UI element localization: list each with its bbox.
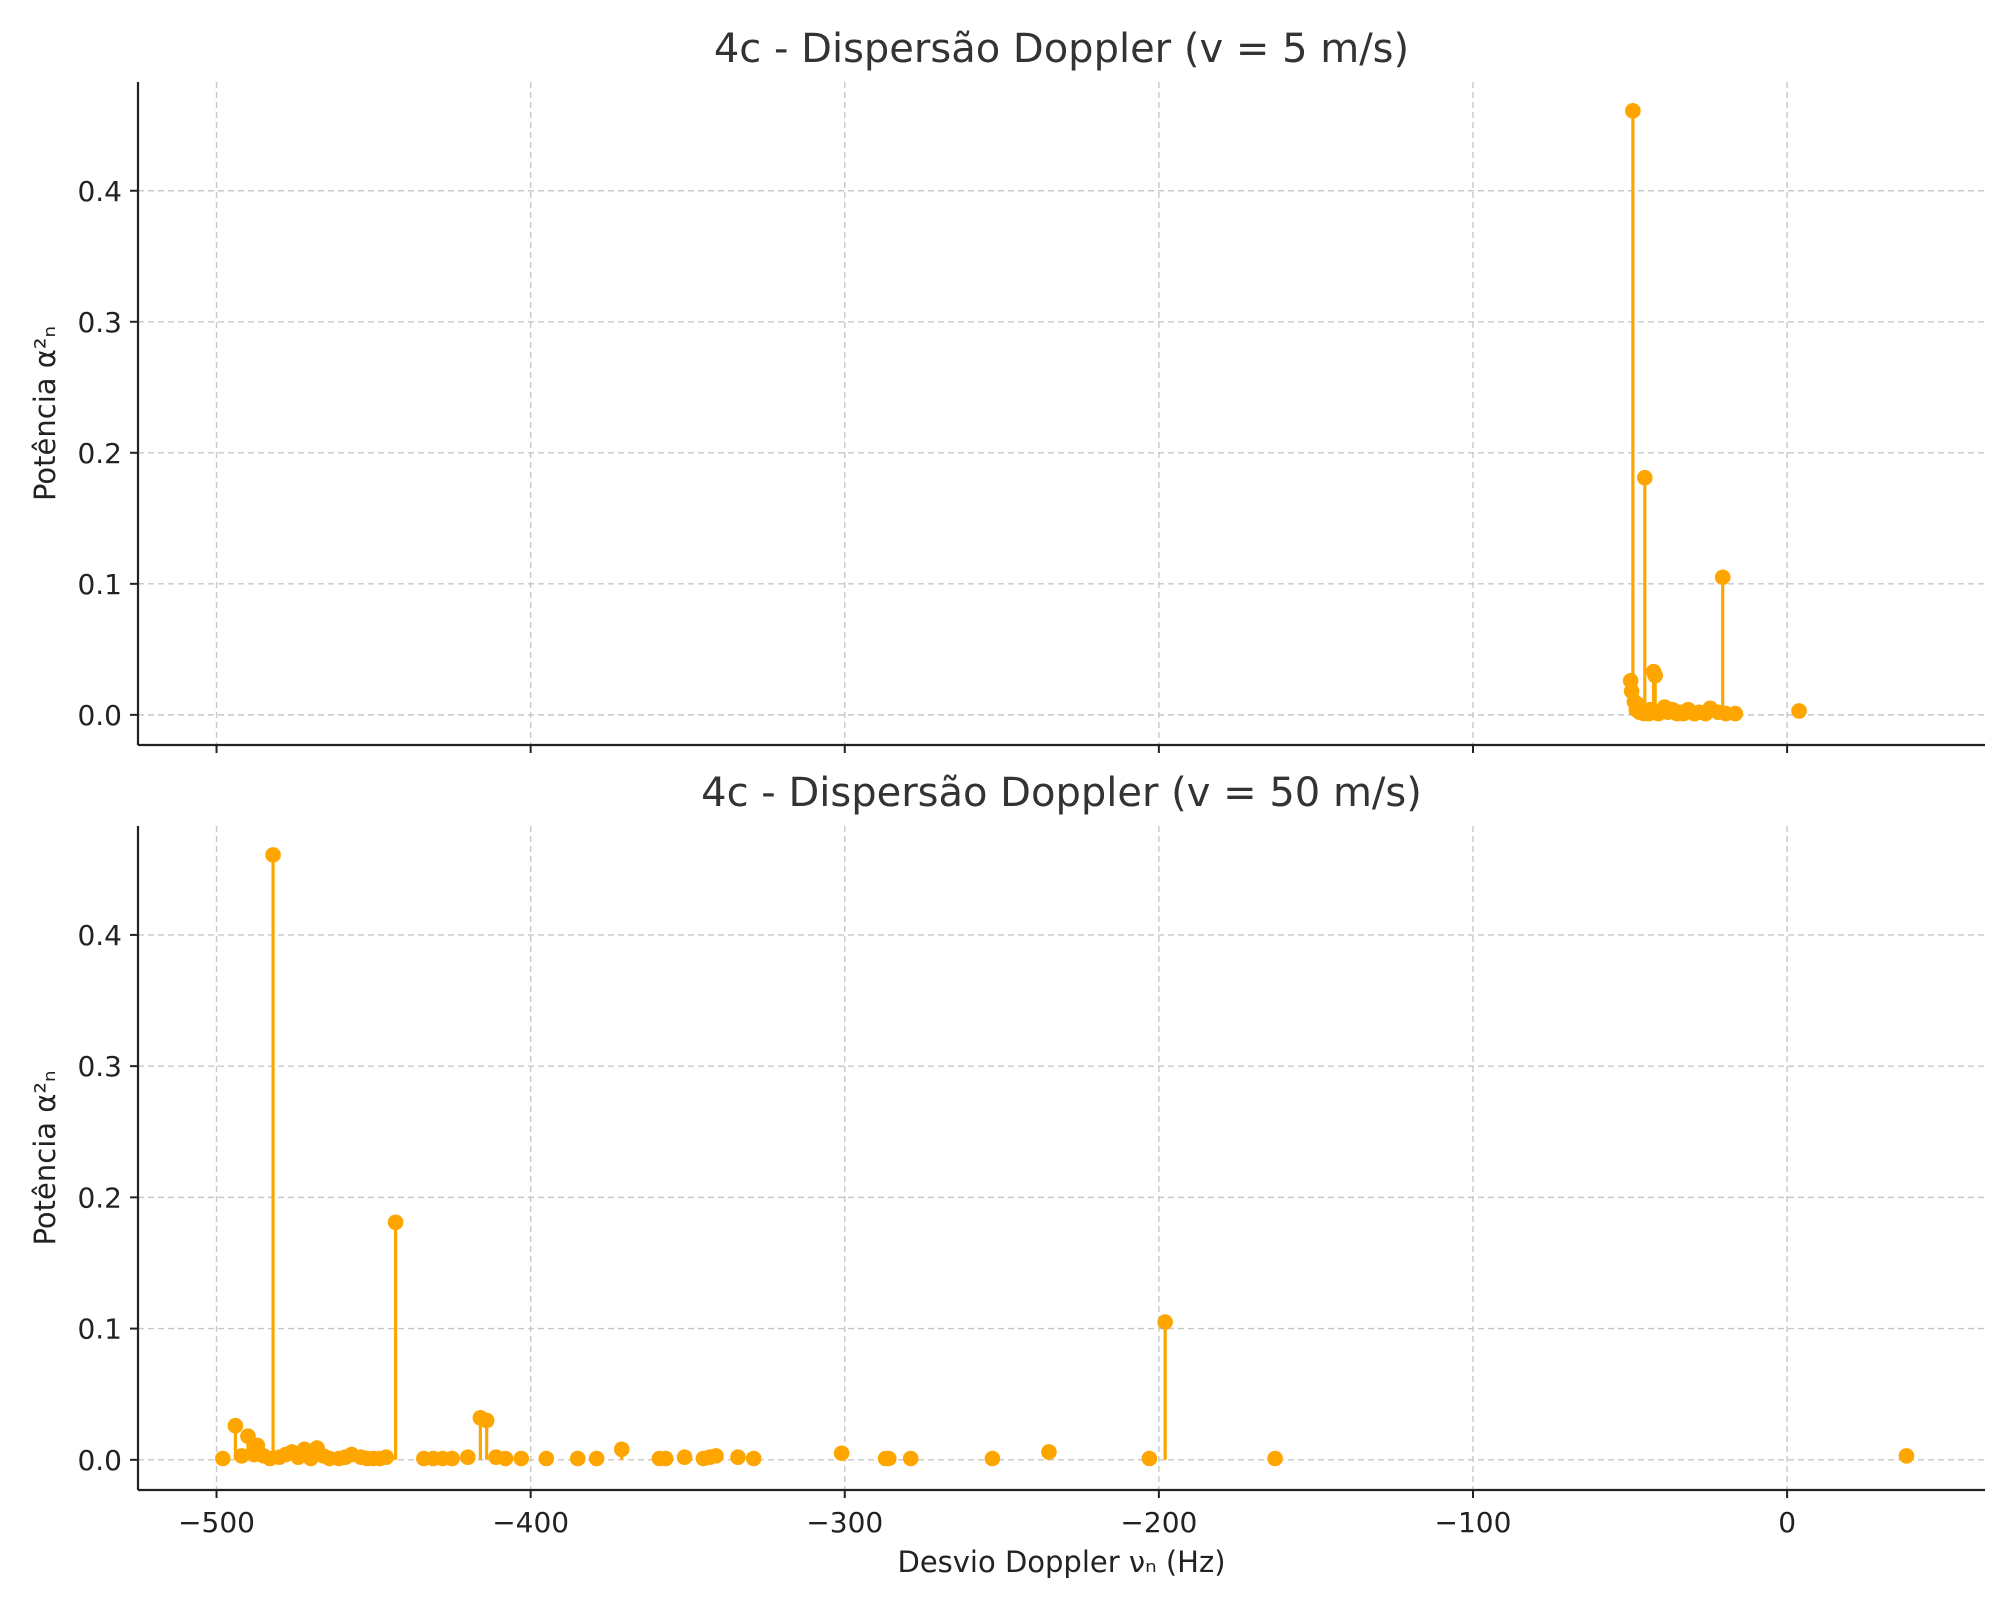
stem-marker [513,1450,530,1467]
stem-marker [1727,705,1744,722]
stem-marker [588,1450,605,1467]
stem-marker [1141,1450,1158,1467]
stem-marker [1157,1314,1173,1330]
y-tick-label: 0.3 [77,1050,122,1083]
stem-marker [497,1450,514,1467]
stem-marker [833,1445,850,1462]
stem-marker [460,1449,476,1465]
y-axis-label: Potência α²ₙ [28,326,62,501]
stem-marker [984,1450,1001,1467]
stem-marker [902,1450,919,1467]
y-tick-label: 0.1 [77,568,122,601]
x-tick-label: 0 [1778,1506,1796,1539]
stem-marker [1714,569,1731,586]
y-tick-label: 0.2 [77,437,122,470]
stem-marker [233,1448,250,1464]
x-tick-label: −300 [806,1506,883,1539]
stem-marker [444,1450,460,1467]
stem-marker [1637,469,1653,486]
y-tick-label: 0.2 [77,1181,122,1214]
stem-marker [1267,1450,1283,1467]
x-tick-label: −100 [1435,1506,1512,1539]
stem-marker [387,1214,404,1231]
x-tick-label: −200 [1120,1506,1197,1539]
x-axis-label: Desvio Doppler νₙ (Hz) [897,1545,1225,1579]
y-tick-label: 0.4 [77,175,122,208]
stem-marker [613,1441,630,1458]
stem-marker [880,1450,897,1467]
y-tick-label: 0.1 [77,1313,122,1346]
stem-marker [657,1450,674,1467]
stem-marker [1898,1448,1915,1464]
stem-marker [676,1449,693,1465]
stem-marker [478,1412,495,1429]
chart-title: 4c - Dispersão Doppler (v = 50 m/s) [701,770,1422,816]
stem-marker [215,1450,231,1467]
stem-marker [1041,1444,1057,1460]
stem-marker [378,1449,394,1465]
stem-marker [227,1417,244,1434]
stem-marker [708,1448,724,1464]
stem-marker [1791,703,1807,719]
stem-marker [1647,667,1663,684]
x-tick-label: −500 [178,1506,255,1539]
y-tick-label: 0.4 [77,919,122,952]
y-tick-label: 0.0 [77,1444,122,1477]
y-axis-label: Potência α²ₙ [28,1070,62,1245]
chart-panel-1: 0.0 0.1 0.2 0.3 0.4 4c - Dispersão Doppler (v… [28,26,1985,753]
stem-marker [745,1450,762,1467]
y-tick-label: 0.0 [77,699,122,732]
chart-title: 4c - Dispersão Doppler (v = 5 m/s) [714,26,1409,72]
stem-marker [569,1450,586,1467]
stem-marker [265,847,281,863]
x-tick-label: −400 [492,1506,569,1539]
stem-marker [1625,103,1641,119]
stem-marker [538,1450,555,1467]
stem-marker [730,1449,746,1465]
y-tick-label: 0.3 [77,306,122,339]
chart-panel-2: −500 −400 −300 −200 −100 0 0.0 0.1 0.2 0.3 0.4 4c -… [28,770,1985,1579]
